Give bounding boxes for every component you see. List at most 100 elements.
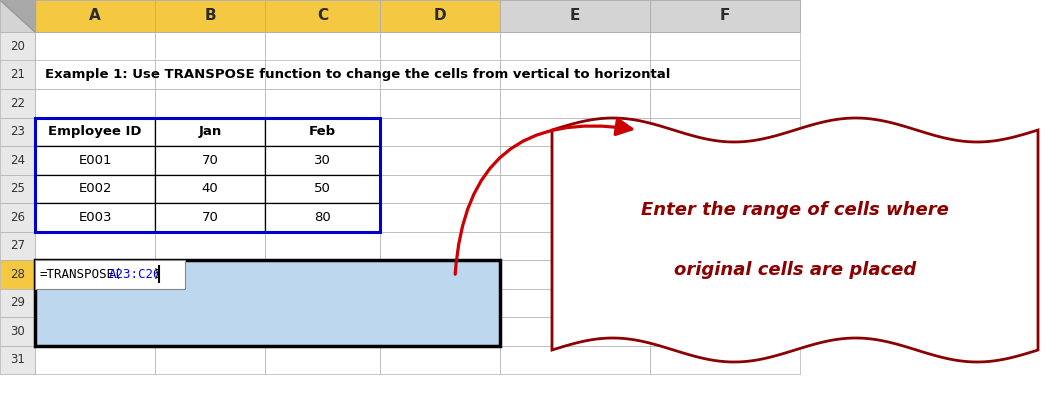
- Bar: [155, 89, 265, 117]
- Bar: [650, 175, 800, 203]
- Text: 24: 24: [10, 154, 24, 167]
- Bar: [265, 0, 380, 32]
- Bar: [0, 0, 35, 32]
- Bar: [35, 32, 155, 61]
- Bar: [650, 146, 800, 175]
- Text: 20: 20: [10, 40, 24, 53]
- Bar: [265, 175, 380, 203]
- Bar: [35, 0, 155, 32]
- Bar: [500, 117, 650, 146]
- Bar: [265, 89, 380, 117]
- Text: E002: E002: [79, 182, 112, 195]
- Bar: [35, 232, 155, 260]
- Bar: [500, 232, 650, 260]
- Text: ): ): [153, 268, 161, 281]
- Bar: [155, 146, 265, 175]
- Bar: [380, 32, 500, 61]
- Text: 26: 26: [10, 211, 24, 224]
- Bar: [35, 260, 155, 288]
- Bar: [155, 317, 265, 346]
- Bar: [380, 175, 500, 203]
- Bar: [380, 346, 500, 374]
- Bar: [650, 317, 800, 346]
- Bar: [35, 146, 155, 175]
- Bar: [265, 61, 380, 89]
- Bar: [380, 317, 500, 346]
- Text: Example 1: Use TRANSPOSE function to change the cells from vertical to horizonta: Example 1: Use TRANSPOSE function to cha…: [45, 68, 670, 81]
- Bar: [265, 203, 380, 232]
- Bar: [265, 32, 380, 61]
- Bar: [500, 0, 650, 32]
- Bar: [35, 61, 155, 89]
- Text: E003: E003: [79, 211, 112, 224]
- Text: 50: 50: [314, 182, 331, 195]
- Bar: [0, 61, 35, 89]
- Bar: [265, 317, 380, 346]
- Bar: [35, 288, 155, 317]
- Bar: [35, 117, 155, 146]
- Bar: [155, 0, 265, 32]
- Text: F: F: [720, 9, 730, 23]
- Bar: [500, 175, 650, 203]
- Bar: [0, 260, 35, 288]
- Bar: [265, 346, 380, 374]
- Bar: [35, 203, 155, 232]
- Bar: [155, 146, 265, 175]
- Bar: [155, 203, 265, 232]
- FancyArrowPatch shape: [455, 119, 632, 274]
- Bar: [35, 317, 155, 346]
- Bar: [0, 203, 35, 232]
- Bar: [500, 61, 650, 89]
- Bar: [155, 117, 265, 146]
- Bar: [35, 117, 380, 232]
- Bar: [500, 288, 650, 317]
- Bar: [35, 260, 500, 346]
- Bar: [650, 32, 800, 61]
- Bar: [35, 175, 155, 203]
- Text: 25: 25: [10, 182, 24, 195]
- Bar: [380, 260, 500, 288]
- Text: 28: 28: [10, 268, 24, 281]
- PathPatch shape: [552, 118, 1038, 362]
- Text: 31: 31: [10, 353, 24, 366]
- Bar: [650, 346, 800, 374]
- Bar: [35, 203, 155, 232]
- Bar: [0, 32, 35, 61]
- Text: 22: 22: [10, 97, 24, 110]
- Bar: [0, 288, 35, 317]
- Bar: [35, 175, 155, 203]
- Text: 29: 29: [10, 296, 24, 309]
- Bar: [265, 260, 380, 288]
- Bar: [35, 346, 155, 374]
- Bar: [0, 146, 35, 175]
- Bar: [35, 146, 155, 175]
- Text: A: A: [89, 9, 101, 23]
- Text: 80: 80: [314, 211, 331, 224]
- Bar: [0, 117, 35, 146]
- Bar: [265, 288, 380, 317]
- Bar: [0, 89, 35, 117]
- Bar: [500, 89, 650, 117]
- Text: C: C: [317, 9, 328, 23]
- Bar: [380, 89, 500, 117]
- Bar: [380, 232, 500, 260]
- Bar: [500, 32, 650, 61]
- Bar: [650, 0, 800, 32]
- Bar: [155, 175, 265, 203]
- Bar: [500, 346, 650, 374]
- Bar: [380, 0, 500, 32]
- Bar: [500, 203, 650, 232]
- Bar: [500, 260, 650, 288]
- Text: 23: 23: [10, 125, 24, 138]
- Bar: [0, 175, 35, 203]
- Bar: [155, 203, 265, 232]
- Bar: [500, 317, 650, 346]
- Polygon shape: [0, 0, 35, 32]
- Bar: [650, 288, 800, 317]
- Bar: [35, 260, 185, 288]
- Bar: [265, 232, 380, 260]
- Bar: [380, 117, 500, 146]
- Bar: [380, 203, 500, 232]
- Text: Jan: Jan: [198, 125, 221, 138]
- Bar: [265, 175, 380, 203]
